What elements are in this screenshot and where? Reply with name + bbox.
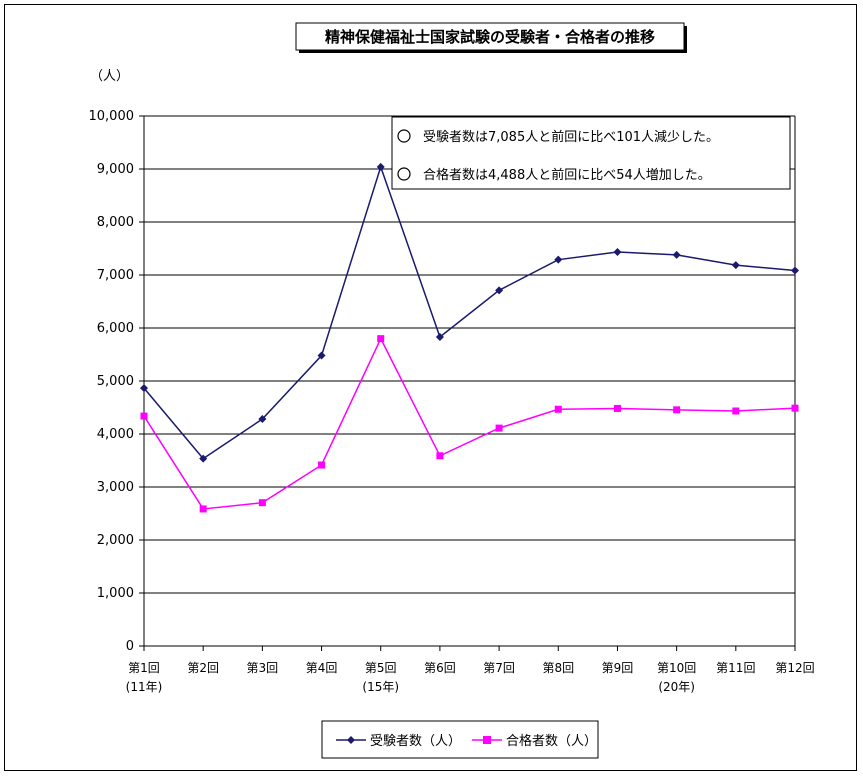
data-point-passers: [436, 452, 444, 460]
x-tick-sublabel: (11年): [126, 680, 163, 694]
axes: [139, 115, 796, 651]
x-tick-label: 第1回: [128, 661, 160, 675]
y-tick-label: 4,000: [97, 427, 134, 442]
series-line-0: [143, 164, 796, 460]
legend-label-examinees: 受験者数（人）: [370, 734, 461, 749]
x-tick-label: 第12回: [775, 661, 814, 675]
annotation-passers: 合格者数は4,488人と前回に比べ54人増加した。: [423, 167, 711, 183]
data-point-passers: [199, 505, 207, 513]
x-tick-label: 第11回: [716, 661, 755, 675]
y-tick-label: 6,000: [97, 321, 134, 336]
diamond-marker-icon: [347, 736, 355, 744]
data-point-passers: [732, 407, 740, 415]
annotation-box: 受験者数は7,085人と前回に比べ101人減少した。 合格者数は4,488人と前…: [391, 116, 791, 190]
data-point-examinees: [672, 250, 681, 259]
data-point-passers: [673, 406, 681, 414]
x-tick-sublabel: (20年): [658, 680, 695, 694]
annotation-examinees: 受験者数は7,085人と前回に比べ101人減少した。: [423, 129, 719, 145]
chart-frame: [4, 4, 857, 771]
data-point-examinees: [554, 255, 563, 264]
x-tick-label: 第7回: [483, 661, 515, 675]
data-point-examinees: [435, 332, 444, 341]
series-line-1: [143, 336, 796, 510]
series-lines: [140, 162, 799, 513]
data-point-passers: [554, 405, 562, 413]
y-tick-label: 7,000: [97, 268, 134, 283]
x-tick-label: 第8回: [542, 661, 574, 675]
chart-title: 精神保健福祉士国家試験の受験者・合格者の推移: [325, 28, 655, 46]
y-tick-label: 8,000: [97, 215, 134, 230]
annotation-bullet-icon: [397, 129, 411, 143]
title-border: [295, 22, 685, 51]
square-marker-icon: [483, 736, 491, 744]
x-tick-label: 第10回: [657, 661, 696, 675]
x-tick-label: 第4回: [306, 661, 338, 675]
data-point-examinees: [613, 247, 622, 256]
y-tick-labels: 0 1,000 2,000 3,000 4,000 5,000 6,000 7,000 8,00…: [89, 109, 135, 654]
chart-title-box: 精神保健福祉士国家試験の受験者・合格者の推移: [295, 22, 687, 53]
y-tick-label: 3,000: [97, 480, 134, 495]
data-point-examinees: [376, 162, 385, 171]
y-tick-label: 0: [126, 639, 134, 654]
x-tick-sublabel: (15年): [362, 680, 399, 694]
x-tick-label: 第6回: [424, 661, 456, 675]
y-tick-label: 9,000: [97, 162, 134, 177]
x-tick-label: 第9回: [602, 661, 634, 675]
legend: 受験者数（人） 合格者数（人）: [321, 720, 599, 759]
y-axis-unit-label: （人）: [90, 69, 129, 84]
y-tick-label: 1,000: [97, 586, 134, 601]
data-point-passers: [377, 335, 385, 343]
annotation-border: [391, 116, 791, 190]
legend-border: [321, 720, 599, 759]
data-point-examinees: [791, 266, 799, 275]
data-point-examinees: [258, 415, 267, 424]
data-point-passers: [495, 424, 503, 432]
y-tick-label: 2,000: [97, 533, 134, 548]
annotation-bullet-icon: [397, 167, 411, 181]
data-point-passers: [258, 499, 266, 507]
data-point-examinees: [495, 286, 504, 295]
data-point-passers: [140, 412, 148, 420]
x-tick-label: 第5回: [365, 661, 397, 675]
x-tick-label: 第3回: [247, 661, 279, 675]
x-tick-label: 第2回: [187, 661, 219, 675]
data-point-passers: [318, 461, 326, 469]
x-tick-labels: 第1回 (11年) 第2回 第3回 第4回 第5回 (15年) 第6回 第7回 第8回 第9回 第10…: [126, 661, 815, 694]
legend-label-passers: 合格者数（人）: [506, 733, 597, 749]
y-tick-label: 5,000: [97, 374, 134, 389]
data-point-passers: [613, 404, 621, 412]
data-point-passers: [791, 404, 799, 412]
data-point-examinees: [199, 454, 208, 463]
data-point-examinees: [731, 261, 740, 270]
data-point-examinees: [140, 384, 148, 393]
data-point-examinees: [317, 351, 326, 360]
y-tick-label: 10,000: [89, 109, 135, 124]
